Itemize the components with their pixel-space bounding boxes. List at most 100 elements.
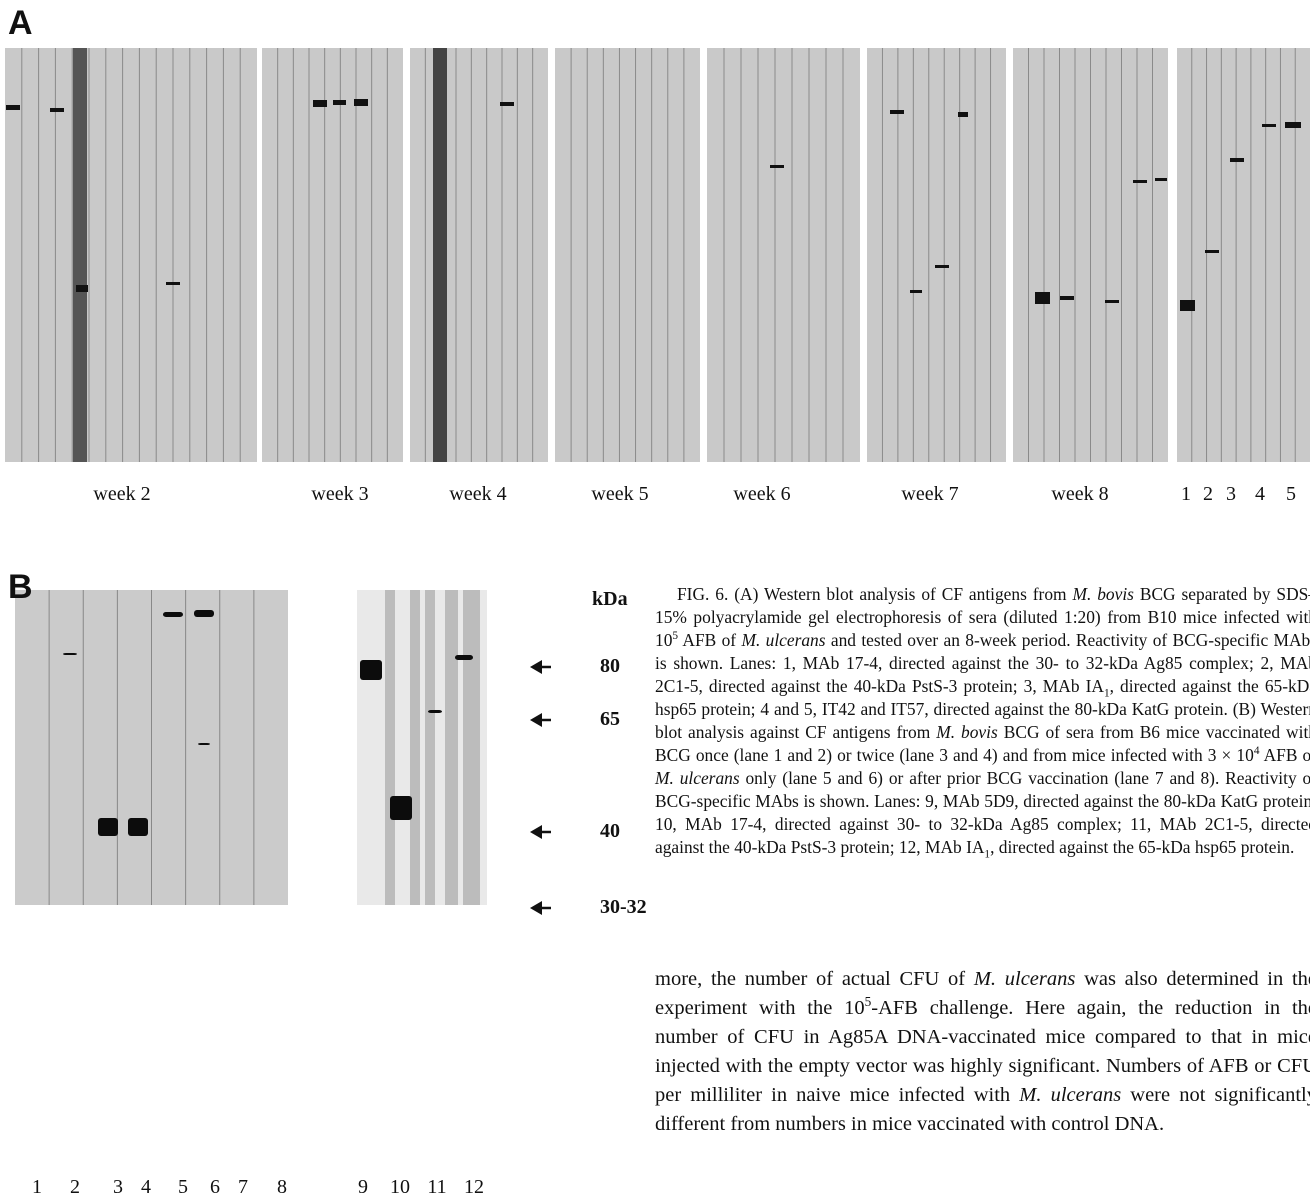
lane-label: 3 bbox=[1226, 483, 1236, 505]
text-run: AFB of bbox=[1263, 745, 1310, 765]
blot-strip bbox=[410, 48, 548, 462]
band bbox=[958, 112, 968, 117]
text-run: M. bovis bbox=[1072, 584, 1134, 604]
text-run: BCG of sera from B6 mice vaccinated with… bbox=[655, 722, 1310, 765]
lane-label: 5 bbox=[1286, 483, 1296, 505]
band bbox=[935, 265, 949, 268]
band bbox=[313, 100, 327, 107]
lane-label: 7 bbox=[238, 1176, 248, 1198]
lane-label: week 4 bbox=[449, 483, 507, 505]
text-run: BCG separated by SDS–15% polyacrylamide … bbox=[655, 584, 1310, 650]
lane-label: 11 bbox=[427, 1176, 447, 1198]
arrow bbox=[530, 660, 542, 674]
lane-label: 4 bbox=[1255, 483, 1265, 505]
band bbox=[354, 99, 368, 106]
band bbox=[1155, 178, 1167, 181]
blot-strip bbox=[5, 48, 257, 462]
band bbox=[455, 655, 473, 660]
lane-label: week 2 bbox=[93, 483, 151, 505]
lane-label: 10 bbox=[390, 1176, 410, 1198]
text-run: -AFB challenge. Here again, the reductio… bbox=[655, 997, 1310, 1106]
lane-stripe bbox=[445, 590, 458, 905]
band bbox=[1133, 180, 1147, 183]
lane-label: week 3 bbox=[311, 483, 369, 505]
band bbox=[770, 165, 784, 168]
band bbox=[194, 610, 214, 617]
lane-label: 8 bbox=[277, 1176, 287, 1198]
lane-stripe bbox=[410, 590, 420, 905]
lane-stripe bbox=[463, 590, 480, 905]
text-run: , directed against the 65-kDa hsp65 prot… bbox=[655, 676, 1310, 742]
text-run: M. ulcerans bbox=[973, 968, 1076, 990]
dark-lane bbox=[433, 48, 447, 462]
text-run: 4 bbox=[1253, 745, 1260, 758]
band bbox=[76, 285, 88, 292]
lane-label: 6 bbox=[210, 1176, 220, 1198]
blot-strip bbox=[707, 48, 860, 462]
body-paragraph: more, the number of actual CFU of M. ulc… bbox=[655, 965, 1310, 1139]
blot-strip bbox=[1177, 48, 1310, 462]
lane-stripe bbox=[425, 590, 435, 905]
band bbox=[500, 102, 514, 106]
figure-caption: FIG. 6. (A) Western blot analysis of CF … bbox=[655, 583, 1310, 860]
band bbox=[6, 105, 20, 110]
lane-label: 12 bbox=[464, 1176, 484, 1198]
blot-strip bbox=[262, 48, 403, 462]
band bbox=[50, 108, 64, 112]
lane-label: week 5 bbox=[591, 483, 649, 505]
text-run: , directed against the 65-kDa hsp65 prot… bbox=[990, 837, 1295, 857]
text-run: 5 bbox=[672, 630, 679, 643]
band bbox=[1285, 122, 1301, 128]
text-run: was also determined in the experiment wi… bbox=[655, 968, 1310, 1019]
band bbox=[1230, 158, 1244, 162]
unit-label: kDa bbox=[592, 588, 628, 610]
band bbox=[1205, 250, 1219, 253]
panel-label: B bbox=[8, 568, 33, 606]
band bbox=[128, 818, 148, 836]
lane-label: 5 bbox=[178, 1176, 188, 1198]
text-run: AFB of bbox=[678, 630, 742, 650]
band bbox=[166, 282, 180, 285]
text-run: 5 bbox=[864, 994, 872, 1010]
text-run: more, the number of actual CFU of bbox=[655, 968, 974, 990]
lane-label: week 8 bbox=[1051, 483, 1109, 505]
band bbox=[428, 710, 442, 713]
text-run: and tested over an 8-week period. Reacti… bbox=[655, 630, 1310, 696]
dark-lane bbox=[73, 48, 87, 462]
lane-label: week 7 bbox=[901, 483, 959, 505]
band bbox=[163, 612, 183, 617]
lane-label: 2 bbox=[1203, 483, 1213, 505]
blot-strip bbox=[555, 48, 700, 462]
band bbox=[1180, 300, 1195, 311]
arrow bbox=[530, 713, 542, 727]
band bbox=[1035, 292, 1050, 304]
lane-label: 9 bbox=[358, 1176, 368, 1198]
lane-stripe bbox=[385, 590, 395, 905]
text-run: M. ulcerans bbox=[655, 768, 740, 788]
text-run: M. ulcerans bbox=[1019, 1084, 1122, 1106]
text-run: M. ulcerans bbox=[741, 630, 826, 650]
lane-label: 4 bbox=[141, 1176, 151, 1198]
band bbox=[333, 100, 346, 105]
text-run: only (lane 5 and 6) or after prior BCG v… bbox=[655, 768, 1310, 857]
lane-label: week 6 bbox=[733, 483, 791, 505]
panel-label: A bbox=[8, 4, 33, 42]
arrow bbox=[530, 825, 542, 839]
band bbox=[890, 110, 904, 114]
lane-label: 2 bbox=[70, 1176, 80, 1198]
text-run: were not significantly different from nu… bbox=[655, 1084, 1310, 1135]
band bbox=[360, 660, 382, 680]
band bbox=[198, 743, 210, 745]
text-run: FIG. 6. (A) Western blot analysis of CF … bbox=[677, 584, 1073, 604]
marker-label: 65 bbox=[600, 708, 620, 730]
text-run: M. bovis bbox=[936, 722, 998, 742]
band bbox=[1105, 300, 1119, 303]
band bbox=[98, 818, 118, 836]
lane-label: 1 bbox=[32, 1176, 42, 1198]
band bbox=[1262, 124, 1276, 127]
band bbox=[910, 290, 922, 293]
band bbox=[390, 796, 412, 820]
blot-strip bbox=[867, 48, 1006, 462]
